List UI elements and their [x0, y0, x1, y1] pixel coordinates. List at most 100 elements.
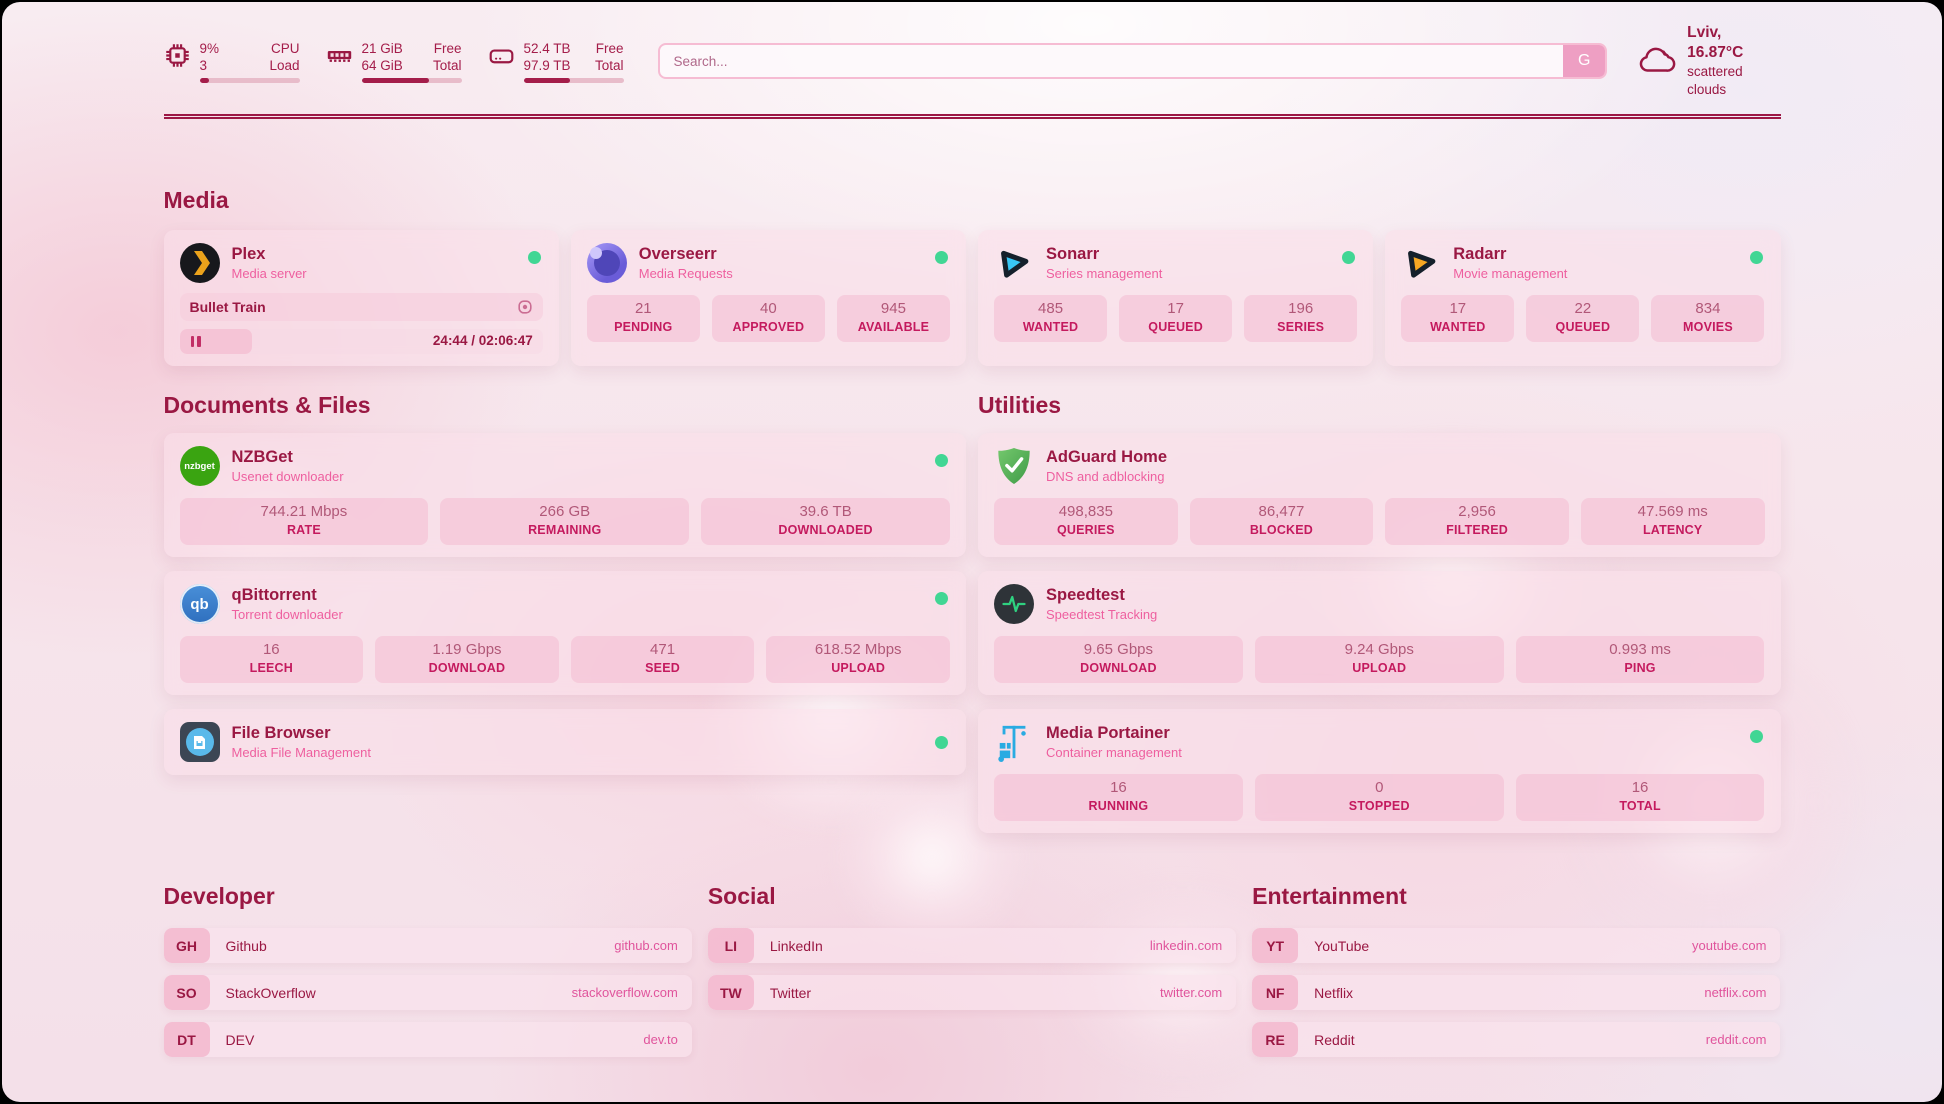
disk-total: 97.9 TB — [523, 57, 571, 73]
link-netflix[interactable]: NF Netflix netflix.com — [1252, 975, 1781, 1010]
stat-blocked: 86,477 BLOCKED — [1189, 498, 1374, 545]
overseerr-name: Overseerr — [638, 245, 717, 263]
search-input[interactable] — [659, 45, 1564, 77]
link-abbr: SO — [163, 975, 210, 1010]
card-qbittorrent[interactable]: qb qBittorrent Torrent downloader 16 LEE… — [163, 571, 966, 695]
radarr-logo-icon — [1401, 243, 1441, 283]
link-youtube[interactable]: YT YouTube youtube.com — [1252, 928, 1781, 963]
stat-approved: 40 APPROVED — [711, 295, 825, 342]
filebrowser-subtitle: Media File Management — [231, 745, 371, 760]
section-documents: Documents & Files nzbget NZBGet Usenet d… — [163, 392, 966, 775]
disk-free: 52.4 TB — [523, 40, 571, 56]
cpu-stat: 9% CPU 3 Load — [164, 40, 300, 83]
filebrowser-logo-icon — [179, 722, 220, 762]
link-linkedin[interactable]: LI LinkedIn linkedin.com — [707, 928, 1237, 963]
qbittorrent-logo-icon: qb — [179, 584, 220, 624]
top-bar: 9% CPU 3 Load — [164, 24, 1781, 97]
section-title-social: Social — [707, 883, 776, 909]
qbittorrent-subtitle: Torrent downloader — [231, 607, 343, 622]
weather-widget: Lviv, 16.87°C scattered clouds — [1637, 23, 1780, 99]
section-entertainment: Entertainment YT YouTube youtube.com NF … — [1252, 883, 1781, 1069]
section-title-documents: Documents & Files — [163, 392, 371, 418]
stat-available: 945 AVAILABLE — [836, 295, 950, 342]
search-bar: G — [657, 43, 1608, 79]
adguard-subtitle: DNS and adblocking — [1046, 469, 1165, 484]
card-sonarr[interactable]: Sonarr Series management 485 WANTED 17 Q… — [978, 230, 1374, 366]
card-filebrowser[interactable]: File Browser Media File Management — [163, 709, 966, 775]
link-reddit[interactable]: RE Reddit reddit.com — [1252, 1022, 1781, 1057]
plex-name: Plex — [231, 245, 266, 263]
weather-condition: scattered clouds — [1687, 64, 1743, 97]
now-playing-title: Bullet Train — [189, 299, 266, 315]
speedtest-subtitle: Speedtest Tracking — [1046, 607, 1158, 622]
cpu-label1: CPU — [270, 40, 300, 56]
card-plex[interactable]: Plex Media server Bullet Train — [163, 230, 559, 366]
card-nzbget[interactable]: nzbget NZBGet Usenet downloader 744.21 M… — [163, 433, 966, 557]
stat-remaining: 266 GB REMAINING — [440, 498, 690, 545]
stat-leech: 16 LEECH — [179, 636, 364, 683]
link-abbr: GH — [163, 928, 210, 963]
radarr-subtitle: Movie management — [1453, 266, 1568, 281]
ram-progress-fill — [361, 77, 429, 83]
plex-logo-icon — [179, 243, 220, 283]
sonarr-subtitle: Series management — [1046, 266, 1163, 281]
card-speedtest[interactable]: Speedtest Speedtest Tracking 9.65 Gbps D… — [978, 571, 1781, 695]
radarr-name: Radarr — [1453, 245, 1507, 263]
playback-progress-bar: 24:44 / 02:06:47 — [179, 329, 543, 354]
qbittorrent-name: qBittorrent — [231, 586, 317, 604]
stat-queued: 22 QUEUED — [1526, 295, 1640, 342]
stat-pending: 21 PENDING — [586, 295, 700, 342]
link-abbr: YT — [1252, 928, 1299, 963]
nzbget-logo-icon: nzbget — [179, 446, 220, 486]
session-icon — [518, 300, 532, 314]
plex-status-dot — [527, 251, 541, 264]
link-stackoverflow[interactable]: SO StackOverflow stackoverflow.com — [163, 975, 692, 1010]
link-abbr: NF — [1252, 975, 1299, 1010]
search-engine-button[interactable]: G — [1563, 45, 1606, 77]
stat-upload: 9.24 Gbps UPLOAD — [1254, 636, 1504, 683]
card-adguard[interactable]: AdGuard Home DNS and adblocking 498,835 … — [978, 433, 1781, 557]
stat-total: 16 TOTAL — [1515, 774, 1765, 821]
stat-wanted: 485 WANTED — [994, 295, 1108, 342]
section-title-media: Media — [163, 187, 229, 213]
weather-location: Lviv, 16.87°C — [1687, 24, 1744, 61]
nzbget-subtitle: Usenet downloader — [231, 469, 344, 484]
system-stats: 9% CPU 3 Load — [164, 40, 624, 83]
nzbget-status-dot — [935, 454, 948, 467]
sonarr-logo-icon — [994, 243, 1034, 283]
stat-downloaded: 39.6 TB DOWNLOADED — [701, 498, 950, 545]
portainer-name: Media Portainer — [1046, 724, 1170, 742]
pause-icon[interactable] — [190, 336, 201, 347]
link-abbr: RE — [1252, 1022, 1299, 1057]
section-developer: Developer GH Github github.com SO StackO… — [163, 883, 692, 1069]
card-radarr[interactable]: Radarr Movie management 17 WANTED 22 QUE… — [1385, 230, 1781, 366]
link-twitter[interactable]: TW Twitter twitter.com — [707, 975, 1237, 1010]
link-dev[interactable]: DT DEV dev.to — [163, 1022, 692, 1057]
ram-progress-bar — [361, 77, 462, 83]
stat-download: 9.65 Gbps DOWNLOAD — [994, 636, 1243, 683]
section-social: Social LI LinkedIn linkedin.com TW Twitt… — [707, 883, 1237, 1022]
sonarr-name: Sonarr — [1046, 245, 1100, 263]
plex-now-playing: Bullet Train — [179, 293, 543, 321]
cpu-progress-bar — [199, 77, 300, 83]
cpu-icon — [165, 43, 189, 67]
card-overseerr[interactable]: Overseerr Media Requests 21 PENDING 40 A… — [570, 230, 966, 366]
nzbget-name: NZBGet — [231, 448, 293, 466]
portainer-status-dot — [1749, 730, 1763, 743]
overseerr-subtitle: Media Requests — [638, 266, 733, 281]
portainer-subtitle: Container management — [1046, 745, 1182, 760]
stat-running: 16 RUNNING — [994, 774, 1243, 821]
section-title-developer: Developer — [163, 883, 275, 909]
card-portainer[interactable]: Media Portainer Container management 16 … — [978, 709, 1781, 833]
section-title-utilities: Utilities — [978, 392, 1062, 418]
cpu-usage: 9% — [199, 40, 220, 56]
cpu-progress-fill — [199, 77, 209, 83]
disk-progress-bar — [523, 77, 624, 83]
ram-stat: 21 GiB Free 64 GiB Total — [326, 40, 462, 83]
disk-stat: 52.4 TB Free 97.9 TB Total — [488, 40, 624, 83]
speedtest-name: Speedtest — [1046, 586, 1125, 604]
stat-rate: 744.21 Mbps RATE — [179, 498, 429, 545]
link-github[interactable]: GH Github github.com — [163, 928, 692, 963]
qbittorrent-status-dot — [935, 592, 948, 605]
